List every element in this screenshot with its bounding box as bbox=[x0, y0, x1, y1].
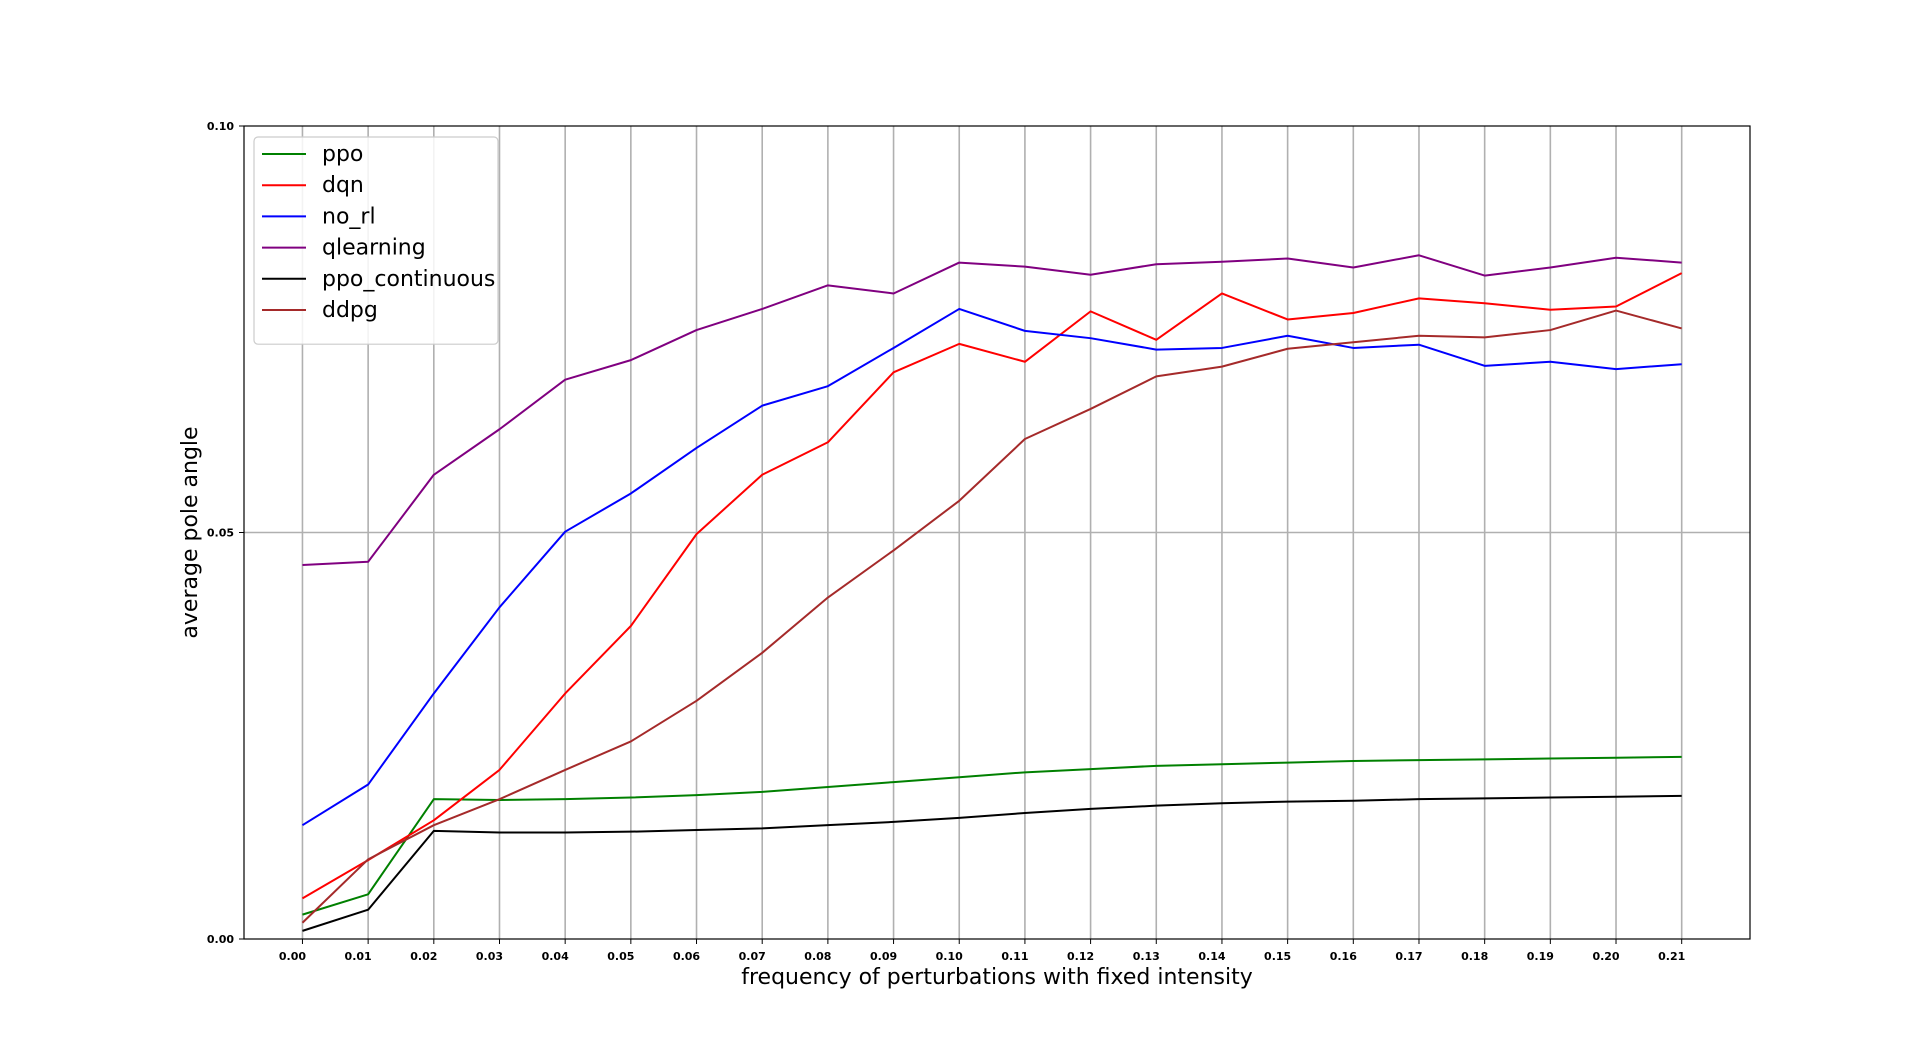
y-tick-label: 0.05 bbox=[207, 527, 234, 540]
x-tick-label: 0.10 bbox=[936, 950, 963, 963]
series-line-ppo-continuous bbox=[302, 794, 1682, 932]
y-axis-ticks: 0.00 0.05 0.10 bbox=[207, 120, 244, 946]
x-tick-label: 0.16 bbox=[1330, 950, 1357, 963]
series-line-ppo bbox=[302, 755, 1682, 916]
x-tick-label: 0.19 bbox=[1527, 950, 1554, 963]
x-tick-label: 0.13 bbox=[1133, 950, 1160, 963]
y-tick-label: 0.10 bbox=[207, 120, 234, 133]
y-tick-label: 0.00 bbox=[207, 933, 234, 946]
x-tick-label: 0.00 bbox=[279, 950, 306, 963]
x-tick-label: 0.21 bbox=[1658, 950, 1685, 963]
x-tick-label: 0.12 bbox=[1067, 950, 1094, 963]
x-axis-ticks: 0.00 0.01 0.02 0.03 0.04 0.05 0.06 0.07 0.08 0.09… bbox=[279, 939, 1685, 963]
x-tick-label: 0.06 bbox=[673, 950, 700, 963]
y-axis-label: average pole angle bbox=[178, 426, 203, 638]
legend-label: ddpg bbox=[322, 298, 378, 323]
x-tick-label: 0.02 bbox=[410, 950, 437, 963]
x-tick-label: 0.05 bbox=[607, 950, 634, 963]
series-line-no-rl bbox=[301, 307, 1682, 827]
x-tick-label: 0.08 bbox=[804, 950, 831, 963]
legend-label: ppo_continuous bbox=[322, 267, 495, 292]
x-tick-label: 0.03 bbox=[476, 950, 503, 963]
x-tick-label: 0.09 bbox=[870, 950, 897, 963]
plot-series bbox=[301, 254, 1683, 932]
x-tick-label: 0.17 bbox=[1395, 950, 1422, 963]
x-tick-label: 0.07 bbox=[739, 950, 766, 963]
series-line-qlearning bbox=[302, 254, 1682, 567]
series-line-dqn bbox=[301, 272, 1683, 900]
x-tick-label: 0.15 bbox=[1264, 950, 1291, 963]
x-tick-label: 0.20 bbox=[1592, 950, 1619, 963]
legend-label: dqn bbox=[322, 173, 364, 198]
x-tick-label: 0.14 bbox=[1198, 950, 1225, 963]
x-tick-label: 0.04 bbox=[542, 950, 569, 963]
series-line-ddpg bbox=[301, 309, 1682, 924]
x-axis-label: frequency of perturbations with fixed in… bbox=[741, 965, 1252, 990]
x-tick-label: 0.18 bbox=[1461, 950, 1488, 963]
legend-box bbox=[253, 136, 499, 345]
grid bbox=[244, 126, 1750, 939]
x-tick-label: 0.01 bbox=[345, 950, 372, 963]
x-tick-label: 0.11 bbox=[1001, 950, 1028, 963]
legend-label: qlearning bbox=[322, 236, 426, 261]
legend-label: ppo bbox=[322, 142, 363, 167]
legend-label: no_rl bbox=[322, 204, 376, 229]
